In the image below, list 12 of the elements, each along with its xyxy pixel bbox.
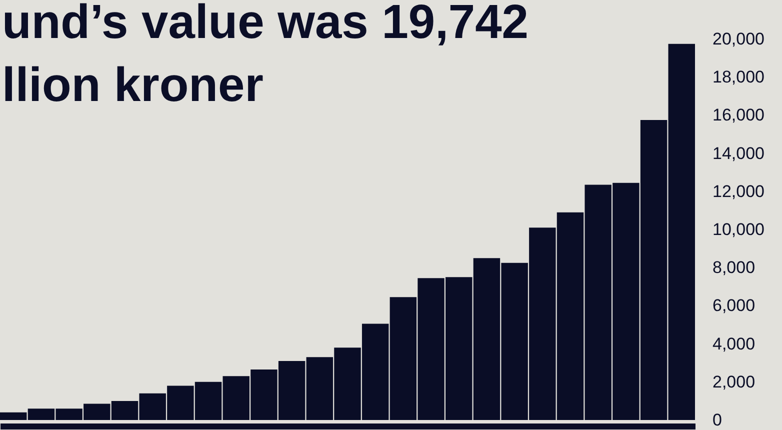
- y-tick-label: 0: [712, 410, 722, 430]
- y-tick-label: 8,000: [712, 258, 756, 278]
- y-tick-label: 6,000: [712, 296, 756, 316]
- chart-title: und’s value was 19,742 llion kroner: [2, 0, 528, 112]
- y-tick-label: 10,000: [712, 220, 764, 239]
- y-tick-label: 14,000: [712, 144, 764, 163]
- y-tick-label: 18,000: [712, 68, 764, 87]
- y-tick-label: 4,000: [712, 334, 756, 354]
- y-tick-label: 16,000: [712, 106, 764, 125]
- y-tick-label: 20,000: [712, 30, 764, 48]
- y-tick-label: 12,000: [712, 182, 764, 201]
- y-tick-label: 2,000: [712, 372, 756, 392]
